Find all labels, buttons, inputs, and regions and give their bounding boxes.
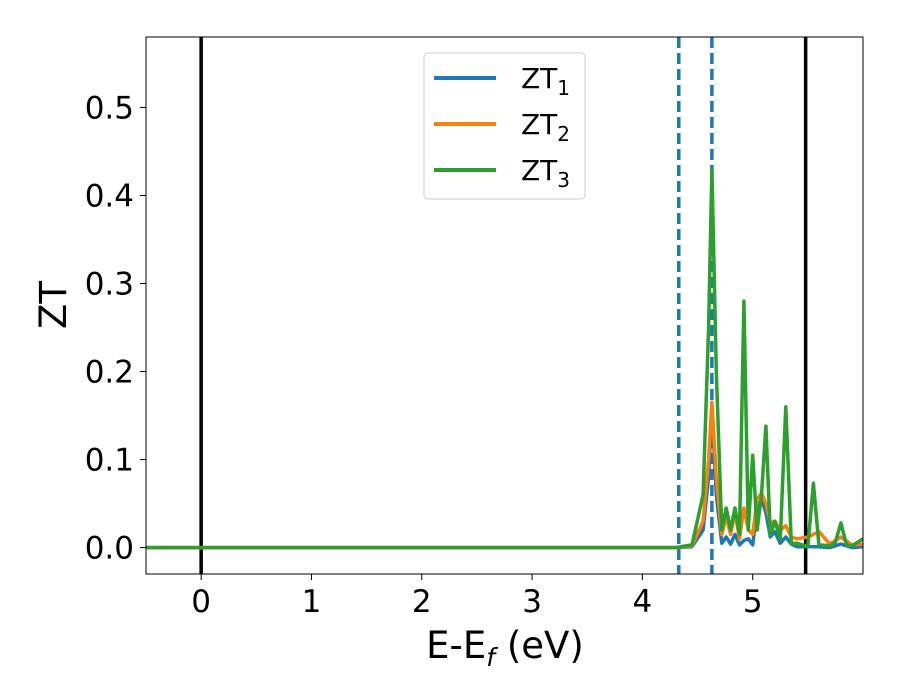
legend-label-zt2: ZT2 [521,108,570,146]
reference-lines [199,37,808,574]
y-tick-label: 0.4 [85,178,134,214]
x-tick-label: 4 [633,584,653,620]
x-axis-title: E-Ef (eV) [426,624,584,672]
x-tick-label: 2 [412,584,432,620]
legend: ZT1 ZT2 ZT3 [423,52,586,200]
legend-label-zt1: ZT1 [521,62,570,100]
y-tick-label: 0.1 [85,443,134,479]
x-axis-title-unit: (eV) [495,624,584,667]
y-tick-label: 0.0 [85,531,134,567]
x-axis-title-main: E-E [426,624,486,667]
x-tick-label: 0 [191,584,211,620]
y-tick-label: 0.5 [85,90,134,126]
plot-frame [145,36,864,575]
y-axis-ticks: 0.0 0.1 0.2 0.3 0.4 0.5 [85,90,146,567]
x-tick-label: 1 [302,584,322,620]
y-tick-label: 0.3 [85,266,134,302]
legend-label-zt3: ZT3 [521,154,570,192]
y-tick-label: 0.2 [85,355,134,391]
x-tick-label: 5 [743,584,763,620]
series-line-zt3 [146,167,863,550]
x-tick-label: 3 [522,584,542,620]
legend-box [423,52,586,200]
y-axis-title: ZT [32,281,75,329]
series-lines [146,167,863,550]
x-axis-ticks: 0 1 2 3 4 5 [191,574,763,620]
